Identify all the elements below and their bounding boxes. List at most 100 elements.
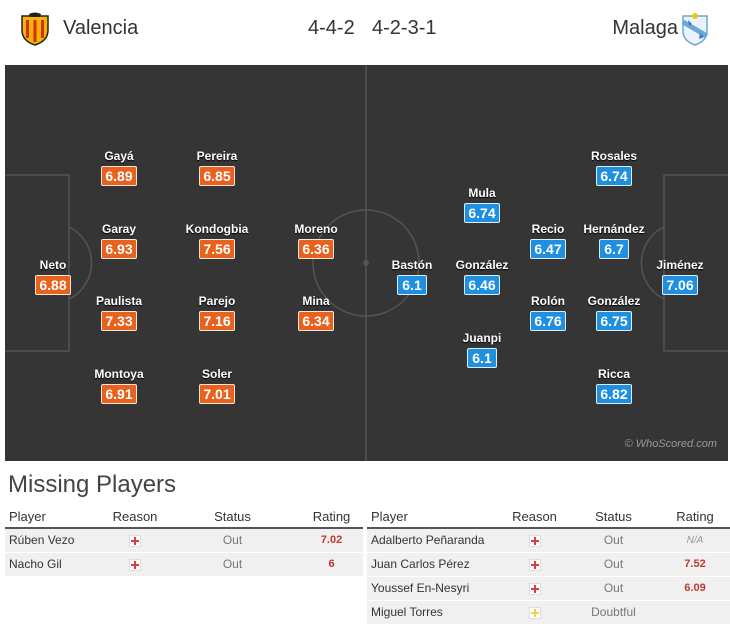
player-rating: 6.46	[464, 275, 500, 295]
player-marker[interactable]: Rosales 6.74	[579, 149, 649, 186]
reason-cell	[502, 528, 567, 553]
player-marker[interactable]: González 6.46	[447, 258, 517, 295]
col-player-header[interactable]: Player	[5, 506, 105, 529]
table-row: Miguel Torres Doubtful	[367, 600, 730, 625]
player-rating: 7.56	[199, 239, 235, 259]
player-name: Garay	[101, 222, 137, 236]
injury-icon	[528, 535, 541, 548]
rating-cell: 6.09	[660, 576, 730, 601]
injury-icon	[129, 535, 141, 548]
pitch: Neto 6.88 Gayá 6.89 Garay 6.93 Paulista …	[5, 65, 728, 461]
player-rating: 6.7	[599, 239, 629, 259]
player-link[interactable]: Juan Carlos Pérez	[367, 552, 502, 577]
player-rating: 6.75	[596, 311, 632, 331]
table-header-row: Player Reason Status Rating	[5, 506, 363, 529]
player-name: Hernández	[583, 222, 645, 236]
player-name: Recio	[531, 222, 565, 236]
player-name: Paulista	[95, 294, 143, 308]
status-cell: Out	[165, 552, 300, 577]
player-marker[interactable]: Jiménez 7.06	[645, 258, 715, 295]
col-player-header[interactable]: Player	[367, 506, 502, 529]
player-rating: 7.33	[101, 311, 137, 331]
player-rating: 7.06	[662, 275, 698, 295]
col-reason-header[interactable]: Reason	[502, 506, 567, 529]
player-rating: 6.34	[298, 311, 334, 331]
player-marker[interactable]: Parejo 7.16	[182, 294, 252, 331]
player-name: Ricca	[597, 367, 631, 381]
table-row: Rúben Vezo Out 7.02	[5, 528, 363, 553]
col-reason-header[interactable]: Reason	[105, 506, 165, 529]
player-rating: 6.1	[397, 275, 427, 295]
reason-cell	[105, 528, 165, 553]
away-formation: 4-2-3-1	[372, 17, 437, 39]
rating-cell: N/A	[660, 528, 730, 553]
player-marker[interactable]: Ricca 6.82	[579, 367, 649, 404]
player-marker[interactable]: Gayá 6.89	[84, 149, 154, 186]
player-name: Gayá	[104, 149, 134, 163]
table-row: Nacho Gil Out 6	[5, 552, 363, 577]
reason-cell	[502, 576, 567, 601]
injury-icon	[528, 558, 541, 571]
player-rating: 6.93	[101, 239, 137, 259]
player-marker[interactable]: González 6.75	[579, 294, 649, 331]
player-name: González	[587, 294, 641, 308]
status-cell: Out	[567, 552, 660, 577]
rating-cell: 6	[300, 552, 363, 577]
home-formation: 4-4-2	[308, 17, 355, 39]
player-marker[interactable]: Mula 6.74	[447, 186, 517, 223]
home-missing-table: Player Reason Status Rating Rúben Vezo O…	[5, 506, 363, 577]
player-link[interactable]: Nacho Gil	[5, 552, 105, 577]
player-rating: 6.36	[298, 239, 334, 259]
home-team-name[interactable]: Valencia	[63, 17, 139, 39]
player-rating: 6.88	[35, 275, 71, 295]
player-marker[interactable]: Moreno 6.36	[281, 222, 351, 259]
reason-cell	[105, 552, 165, 577]
doubtful-icon	[528, 606, 541, 619]
player-name: Rolón	[531, 294, 565, 308]
status-cell: Out	[567, 528, 660, 553]
player-link[interactable]: Adalberto Peñaranda	[367, 528, 502, 553]
col-rating-header[interactable]: Rating	[300, 506, 363, 529]
player-marker[interactable]: Soler 7.01	[182, 367, 252, 404]
reason-cell	[502, 552, 567, 577]
player-rating: 7.16	[199, 311, 235, 331]
player-marker[interactable]: Neto 6.88	[18, 258, 88, 295]
player-marker[interactable]: Montoya 6.91	[84, 367, 154, 404]
player-marker[interactable]: Bastón 6.1	[377, 258, 447, 295]
player-marker[interactable]: Garay 6.93	[84, 222, 154, 259]
player-name: Neto	[39, 258, 67, 272]
table-row: Juan Carlos Pérez Out 7.52	[367, 552, 730, 577]
player-name: Bastón	[391, 258, 433, 272]
away-missing-table: Player Reason Status Rating Adalberto Pe…	[367, 506, 730, 625]
player-name: Montoya	[94, 367, 144, 381]
player-rating: 6.74	[464, 203, 500, 223]
player-link[interactable]: Miguel Torres	[367, 600, 502, 625]
malaga-crest-icon	[681, 13, 709, 46]
player-name: Rosales	[590, 149, 638, 163]
player-marker[interactable]: Rolón 6.76	[513, 294, 583, 331]
player-name: Juanpi	[462, 331, 502, 345]
player-link[interactable]: Youssef En-Nesyri	[367, 576, 502, 601]
col-status-header[interactable]: Status	[567, 506, 660, 529]
player-marker[interactable]: Juanpi 6.1	[447, 331, 517, 368]
away-team-name[interactable]: Malaga	[612, 17, 678, 39]
injury-icon	[528, 582, 541, 595]
player-marker[interactable]: Pereira 6.85	[182, 149, 252, 186]
player-name: Soler	[201, 367, 232, 381]
player-rating: 7.01	[199, 384, 235, 404]
player-marker[interactable]: Kondogbia 7.56	[182, 222, 252, 259]
player-marker[interactable]: Mina 6.34	[281, 294, 351, 331]
status-cell: Out	[567, 576, 660, 601]
player-name: Mula	[468, 186, 496, 200]
player-rating: 6.47	[530, 239, 566, 259]
reason-cell	[502, 600, 567, 625]
col-status-header[interactable]: Status	[165, 506, 300, 529]
player-name: González	[455, 258, 509, 272]
player-marker[interactable]: Paulista 7.33	[84, 294, 154, 331]
player-marker[interactable]: Hernández 6.7	[579, 222, 649, 259]
col-rating-header[interactable]: Rating	[660, 506, 730, 529]
player-marker[interactable]: Recio 6.47	[513, 222, 583, 259]
status-cell: Doubtful	[567, 600, 660, 625]
player-name: Moreno	[294, 222, 338, 236]
player-link[interactable]: Rúben Vezo	[5, 528, 105, 553]
